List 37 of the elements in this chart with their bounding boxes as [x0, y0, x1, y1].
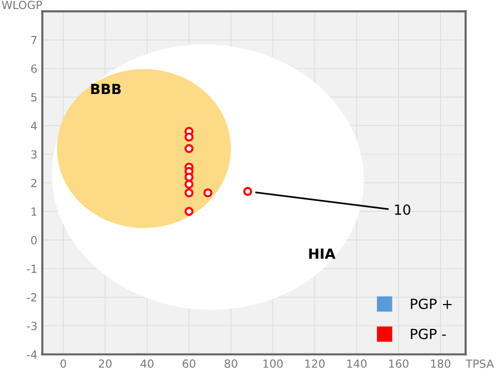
x-tick-label: 20: [98, 359, 112, 368]
legend-label: PGP -: [410, 328, 446, 340]
x-tick-label: 100: [263, 359, 283, 368]
point: [184, 144, 194, 154]
x-tick-label: 60: [182, 359, 196, 368]
y-tick-label: 4: [30, 122, 37, 130]
annotation: 10: [395, 204, 410, 215]
point: [184, 172, 194, 182]
annotation: BBB: [91, 84, 121, 94]
x-tick-label: 80: [224, 359, 238, 368]
y-axis-title: WLOGP: [2, 0, 42, 10]
point: [184, 180, 194, 189]
legend-label: PGP +: [410, 298, 452, 310]
x-tick-label: 0: [60, 359, 66, 368]
x-axis-title: TPSA: [466, 359, 494, 368]
y-tick-label: 1: [32, 208, 36, 216]
x-tick-label: 120: [305, 359, 325, 368]
x-tick-label: 140: [347, 359, 367, 368]
y-tick-label: 2: [31, 178, 36, 188]
y-tick-label: -4: [26, 350, 37, 359]
y-tick-label: -1: [26, 264, 36, 273]
point: [203, 188, 212, 198]
y-tick-label: 7: [31, 36, 37, 44]
annotation: HIA: [309, 248, 336, 259]
x-tick-label: 180: [431, 359, 450, 368]
x-tick-label: 40: [140, 359, 154, 368]
x-tick-label: 160: [389, 359, 408, 368]
y-tick-label: 5: [31, 93, 36, 102]
point: [184, 206, 194, 216]
point: [184, 132, 194, 142]
y-tick-label: 0: [31, 236, 37, 244]
y-tick-label: 6: [31, 64, 37, 73]
y-tick-label: -2: [26, 293, 36, 302]
point: [243, 186, 252, 196]
y-tick-label: 3: [31, 150, 37, 159]
y-tick-label: -3: [26, 322, 37, 330]
point: [184, 188, 194, 198]
